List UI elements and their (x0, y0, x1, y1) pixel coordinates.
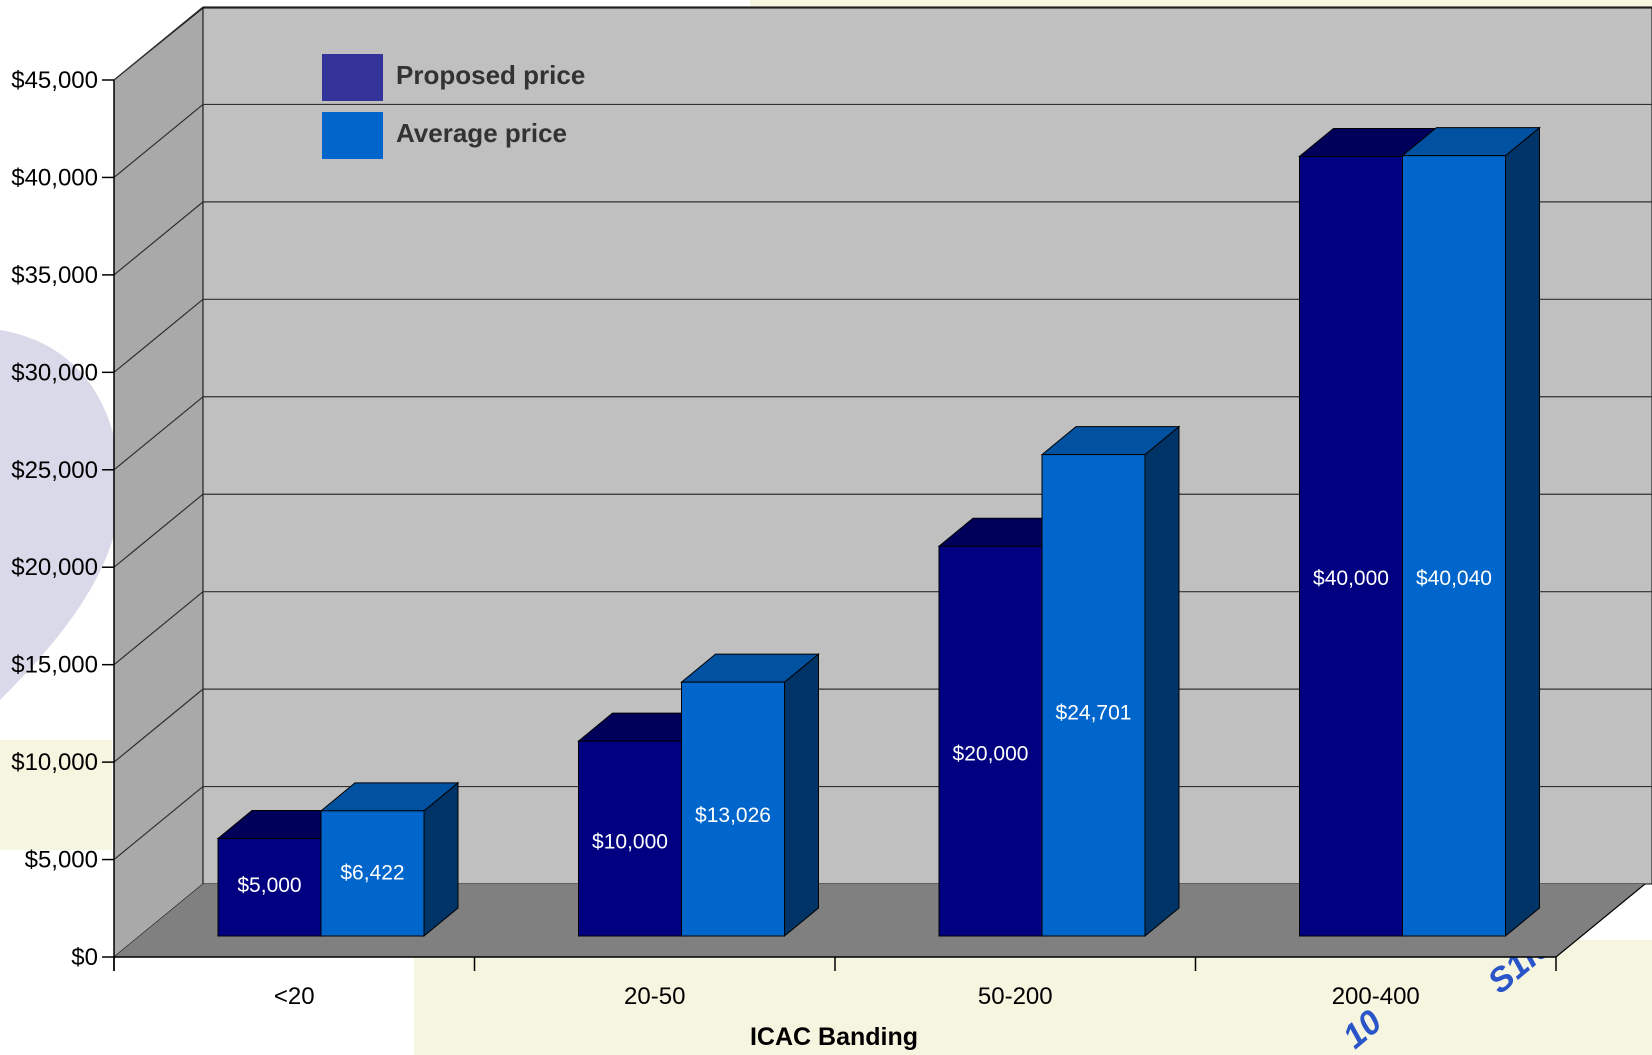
axes: $0 $5,000 $10,000 $15,000 $20,000 $25,000 $30,… (11, 67, 1646, 1010)
bar (320, 810, 425, 937)
gridline-diagonal (113, 591, 204, 666)
y-tick-label: $5,000 (25, 847, 98, 874)
y-tick-label: $35,000 (11, 262, 98, 289)
gridline-diagonal (113, 6, 204, 81)
y-tick-label: $10,000 (11, 749, 98, 776)
bar (217, 838, 322, 937)
y-tick-label: $40,000 (11, 164, 98, 191)
gridline-diagonal (113, 298, 204, 373)
bar (578, 740, 682, 937)
bar (938, 545, 1043, 937)
x-tick-label: 50-200 (978, 983, 1053, 1010)
legend-swatch-average-price (322, 112, 383, 159)
bar (1041, 454, 1146, 937)
y-tick-label: $30,000 (11, 359, 98, 386)
y-tick-label: $15,000 (11, 652, 98, 679)
watermark-blob (0, 330, 121, 700)
floor (114, 884, 1645, 957)
bar-value-label: $6,422 (340, 862, 404, 885)
side-wall (113, 6, 204, 959)
bar-value-label: $40,040 (1416, 567, 1492, 590)
bar-side (1144, 425, 1180, 938)
legend-label-proposed-price: Proposed price (396, 60, 585, 90)
bar (1299, 155, 1403, 937)
bar-value-label: $5,000 (237, 874, 301, 897)
gridline-diagonal (113, 688, 204, 763)
gridline-diagonal (113, 103, 204, 178)
x-tick-label: 20-50 (624, 983, 685, 1010)
bar (1402, 155, 1506, 937)
bars: $5,000 $6,422 $10,000 $13,026 $20,000 $24,701… (216, 126, 1541, 938)
bar-value-label: $10,000 (592, 830, 668, 853)
gridline-diagonal (113, 396, 204, 471)
gridline-diagonal (113, 786, 204, 861)
y-tick-label: $45,000 (11, 67, 98, 94)
legend: Proposed price Average price (322, 54, 585, 159)
legend-label-average-price: Average price (396, 118, 567, 148)
bar-value-label: $40,000 (1313, 567, 1389, 590)
bar-value-label: $20,000 (953, 743, 1029, 766)
y-tick-label: $0 (71, 944, 98, 971)
bar (681, 681, 785, 937)
bar-value-label: $24,701 (1056, 701, 1132, 724)
gridline-diagonal (113, 201, 204, 276)
bar-side (784, 653, 819, 938)
x-tick-label: 200-400 (1332, 983, 1420, 1010)
gridline-diagonal (113, 493, 204, 568)
watermark-blob-lower (0, 740, 112, 850)
watermark-panel (414, 940, 1652, 1055)
y-tick-label: $20,000 (11, 554, 98, 581)
legend-swatch-proposed-price (322, 54, 383, 101)
x-axis-title: ICAC Banding (750, 1023, 918, 1051)
bar-value-label: $13,026 (695, 804, 771, 827)
bar-side (1505, 126, 1540, 938)
x-tick-label: <20 (274, 983, 315, 1010)
y-tick-label: $25,000 (11, 457, 98, 484)
floor-edge (1555, 883, 1646, 958)
